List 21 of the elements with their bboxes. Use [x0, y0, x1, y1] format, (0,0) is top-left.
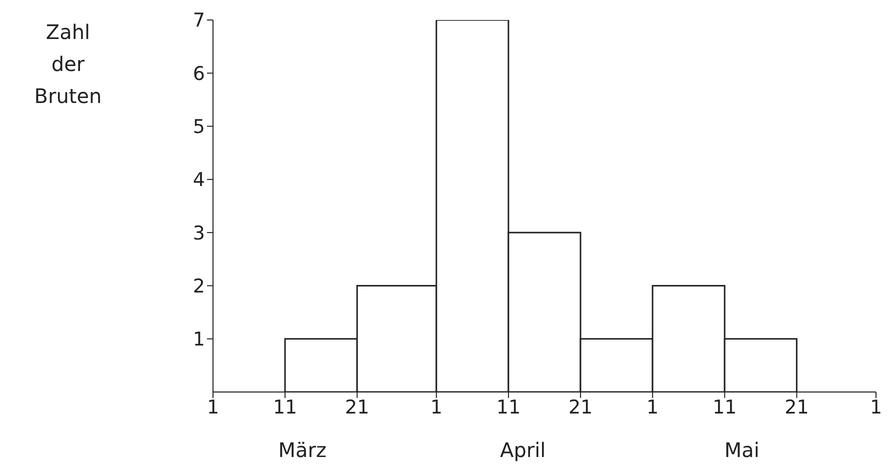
x-tick-label: 21 [345, 396, 370, 418]
text: April [499, 438, 547, 462]
x-tick-label: 21 [784, 396, 809, 418]
y-tick-label: 5 [192, 116, 205, 138]
y-tick-label: 4 [192, 169, 205, 192]
text: März [277, 438, 328, 462]
x-tick-label: 21 [568, 396, 593, 418]
y-tick-label: 2 [192, 275, 205, 298]
y-tick-label: 3 [192, 222, 205, 244]
x-tick-label: 11 [272, 396, 298, 418]
x-tick-label: 1 [430, 396, 442, 418]
x-tick-label: 1 [870, 396, 882, 418]
text: Mai [723, 438, 760, 462]
x-tick-label: 1 [206, 396, 220, 418]
x-tick-label: 11 [496, 396, 521, 418]
y-tick-label: 6 [192, 62, 205, 85]
x-tick-label: 11 [712, 396, 737, 418]
y-axis-title: Zahl der Bruten [33, 19, 103, 110]
y-tick-label: 1 [192, 328, 205, 351]
y-tick-label: 7 [192, 10, 205, 32]
x-tick-label: 1 [646, 396, 659, 418]
